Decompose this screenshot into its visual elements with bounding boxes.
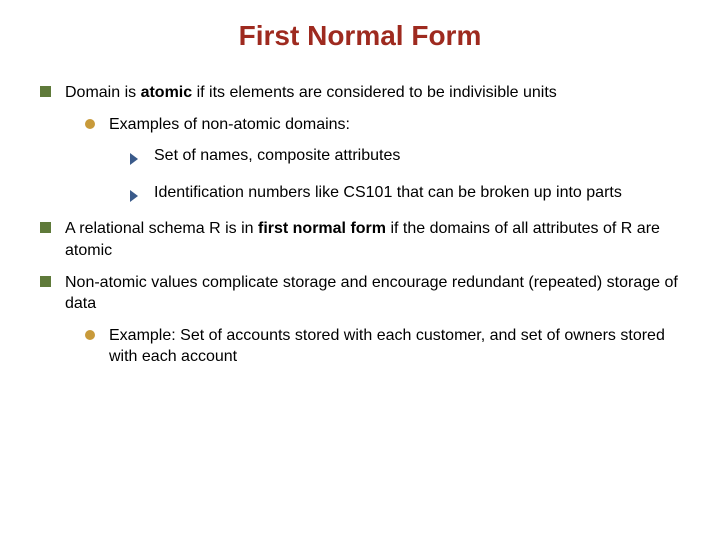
bullet-text: Set of names, composite attributes (154, 145, 690, 167)
bullet-item: Examples of non-atomic domains: (85, 114, 690, 136)
bullet-text: Example: Set of accounts stored with eac… (109, 325, 690, 368)
bullet-item: Domain is atomic if its elements are con… (40, 82, 690, 104)
bullet-text: Domain is atomic if its elements are con… (65, 82, 690, 104)
bullet-item: Example: Set of accounts stored with eac… (85, 325, 690, 368)
circle-bullet-icon (85, 330, 95, 340)
bullet-item: Identification numbers like CS101 that c… (130, 182, 690, 209)
slide-title: First Normal Form (30, 20, 690, 52)
bullet-text: Identification numbers like CS101 that c… (154, 182, 690, 204)
slide-container: First Normal Form Domain is atomic if it… (0, 0, 720, 398)
bullet-text: Non-atomic values complicate storage and… (65, 272, 690, 315)
arrow-bullet-icon (130, 150, 140, 172)
square-bullet-icon (40, 222, 51, 233)
bullet-text: A relational schema R is in first normal… (65, 218, 690, 261)
bullet-item: Non-atomic values complicate storage and… (40, 272, 690, 315)
square-bullet-icon (40, 276, 51, 287)
bullet-item: A relational schema R is in first normal… (40, 218, 690, 261)
circle-bullet-icon (85, 119, 95, 129)
bullet-text: Examples of non-atomic domains: (109, 114, 690, 136)
bullet-item: Set of names, composite attributes (130, 145, 690, 172)
bullet-list: Domain is atomic if its elements are con… (30, 82, 690, 368)
square-bullet-icon (40, 86, 51, 97)
arrow-bullet-icon (130, 187, 140, 209)
